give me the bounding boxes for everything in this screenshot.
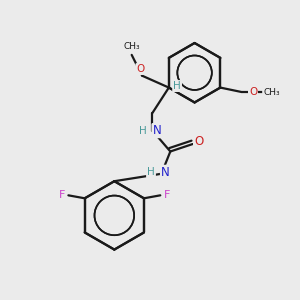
Text: H: H [173,81,181,91]
Text: O: O [194,135,203,148]
Text: F: F [164,190,170,200]
Text: CH₃: CH₃ [123,42,140,51]
Text: O: O [249,87,257,97]
Text: H: H [147,167,155,177]
Text: F: F [164,190,170,200]
Text: H: H [139,126,147,136]
Text: O: O [136,64,145,74]
Text: F: F [59,190,65,200]
Text: H: H [139,126,147,136]
Text: N: N [161,166,170,179]
Text: H: H [173,81,181,91]
Text: O: O [136,64,145,74]
Text: N: N [153,124,161,137]
Text: CH₃: CH₃ [123,42,140,51]
Text: F: F [59,190,65,200]
Text: H: H [147,167,155,177]
Text: O: O [249,87,257,97]
Text: N: N [161,166,170,179]
Text: N: N [153,124,161,137]
Text: CH₃: CH₃ [263,88,280,97]
Text: CH₃: CH₃ [263,88,280,97]
Text: O: O [194,135,203,148]
